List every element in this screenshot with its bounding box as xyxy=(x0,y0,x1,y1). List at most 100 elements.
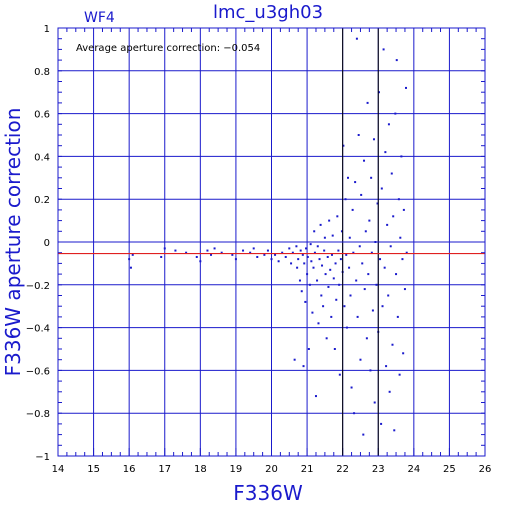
data-point xyxy=(320,294,323,297)
data-point xyxy=(318,258,321,261)
y-tick-label: −0.4 xyxy=(26,324,50,335)
data-point xyxy=(163,247,166,250)
data-point xyxy=(352,251,355,254)
data-point xyxy=(304,300,307,303)
data-point xyxy=(174,249,177,252)
data-point xyxy=(348,266,351,269)
data-point xyxy=(392,215,395,218)
data-point xyxy=(389,245,392,248)
x-tick-label: 19 xyxy=(230,464,243,475)
data-point xyxy=(323,249,326,252)
data-point xyxy=(338,283,341,286)
data-point xyxy=(313,230,316,233)
data-point xyxy=(333,348,336,350)
data-point xyxy=(363,288,366,291)
data-point xyxy=(316,245,319,248)
data-point xyxy=(364,230,367,233)
data-point xyxy=(396,315,399,318)
data-point xyxy=(381,305,384,308)
data-point xyxy=(330,253,333,256)
data-point xyxy=(305,247,308,250)
data-point xyxy=(336,215,339,218)
data-point xyxy=(293,358,296,361)
x-tick-label: 17 xyxy=(158,464,171,475)
data-point xyxy=(373,401,376,404)
data-point xyxy=(355,279,358,282)
x-tick-label: 16 xyxy=(123,464,136,475)
data-point xyxy=(398,373,401,376)
x-tick-label: 24 xyxy=(407,464,420,475)
data-point xyxy=(288,247,291,250)
data-point xyxy=(316,279,319,282)
data-point xyxy=(397,198,400,201)
data-point xyxy=(386,223,389,226)
y-tick-label: 0 xyxy=(44,238,50,249)
y-tick-label: −0.2 xyxy=(26,281,50,292)
data-point xyxy=(382,48,385,51)
data-point xyxy=(306,273,309,276)
chart-title: lmc_u3gh03 xyxy=(213,2,323,23)
data-point xyxy=(390,172,393,175)
data-point xyxy=(391,343,394,346)
y-tick-label: −1 xyxy=(35,452,50,463)
data-point xyxy=(129,266,132,269)
y-axis-label: F336W aperture correction xyxy=(1,108,25,377)
data-point xyxy=(160,255,163,258)
data-point xyxy=(281,251,284,254)
x-tick-label: 18 xyxy=(194,464,207,475)
data-point xyxy=(372,138,375,141)
x-tick-label: 23 xyxy=(372,464,385,475)
data-point xyxy=(297,258,300,261)
data-point xyxy=(345,326,348,329)
data-point xyxy=(350,386,353,389)
data-point xyxy=(344,198,347,201)
data-point xyxy=(379,258,382,261)
data-point xyxy=(220,251,223,254)
data-point xyxy=(326,255,329,258)
data-point xyxy=(402,352,405,355)
data-point xyxy=(234,258,237,261)
y-tick-label: −0.6 xyxy=(26,366,50,377)
data-point xyxy=(328,219,331,222)
x-tick-label: 25 xyxy=(443,464,456,475)
x-tick-label: 26 xyxy=(479,464,492,475)
data-point xyxy=(355,37,358,40)
data-point xyxy=(387,294,390,297)
data-point xyxy=(349,294,352,297)
data-points xyxy=(128,37,408,436)
data-point xyxy=(274,253,277,256)
data-point xyxy=(368,219,371,222)
data-point xyxy=(402,208,405,211)
data-point xyxy=(263,253,266,256)
x-tick-labels: 14 15 16 17 18 19 20 21 22 23 24 25 26 xyxy=(52,464,492,475)
data-point xyxy=(365,337,368,340)
data-point xyxy=(399,236,402,239)
data-point xyxy=(395,273,398,276)
data-point xyxy=(319,223,322,226)
data-point xyxy=(312,266,315,269)
data-point xyxy=(303,262,306,265)
data-point xyxy=(394,112,397,115)
y-tick-label: 0.8 xyxy=(34,67,50,78)
data-point xyxy=(325,337,328,340)
data-point xyxy=(369,369,372,372)
data-point xyxy=(367,273,370,276)
data-point xyxy=(329,268,332,271)
data-point xyxy=(252,247,255,250)
y-tick-labels: −1 −0.8 −0.6 −0.4 −0.2 0 0.2 0.4 0.6 0.8 1 xyxy=(26,24,50,463)
data-point xyxy=(185,251,188,254)
data-point xyxy=(295,245,298,248)
data-point xyxy=(308,283,311,286)
data-point xyxy=(296,266,299,269)
data-point xyxy=(334,262,337,265)
data-point xyxy=(256,255,259,258)
data-point xyxy=(270,258,273,261)
data-point xyxy=(206,249,209,252)
data-point xyxy=(388,390,391,393)
data-point xyxy=(395,59,398,62)
data-point xyxy=(384,151,387,154)
data-point xyxy=(342,144,345,147)
data-point xyxy=(359,358,362,361)
data-point xyxy=(385,365,388,368)
